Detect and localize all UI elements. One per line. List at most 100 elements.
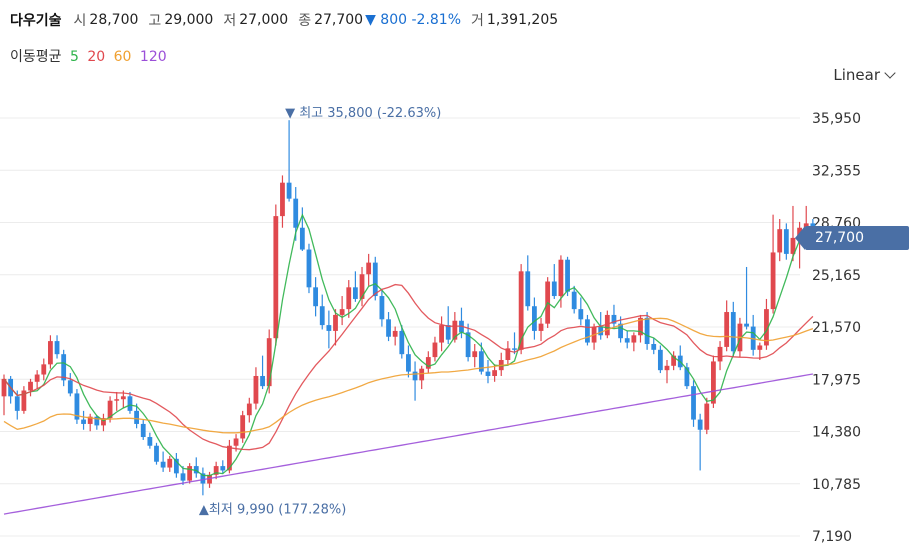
candle-body bbox=[154, 445, 159, 462]
candle-body bbox=[319, 306, 325, 326]
volume-value: 1,391,205 bbox=[486, 12, 559, 28]
candle-body bbox=[127, 396, 133, 411]
candle-body bbox=[61, 354, 67, 381]
candle-body bbox=[87, 416, 93, 424]
moving-average-legend: 이동평균 5 20 60 120 bbox=[10, 46, 171, 66]
candle-body bbox=[505, 348, 511, 360]
candle-body bbox=[233, 438, 239, 446]
candle-body bbox=[167, 458, 173, 468]
high-label: 고 bbox=[148, 13, 162, 29]
ma-120-label[interactable]: 120 bbox=[139, 49, 167, 65]
quote-header: 다우기술 시 28,700 고 29,000 저 27,000 종 27,700… bbox=[10, 8, 568, 32]
candle-body bbox=[631, 335, 637, 343]
candle-body bbox=[227, 445, 232, 471]
candle-body bbox=[618, 323, 623, 339]
candle-body bbox=[240, 415, 246, 439]
low-label: 저 bbox=[223, 13, 237, 29]
candle-body bbox=[730, 312, 736, 352]
ma-60-label[interactable]: 60 bbox=[113, 49, 132, 65]
high-value: 29,000 bbox=[164, 12, 214, 28]
candle-body bbox=[472, 351, 478, 358]
candle-body bbox=[538, 323, 544, 331]
candle-body bbox=[299, 227, 305, 250]
ma-legend-label: 이동평균 bbox=[10, 49, 62, 65]
candle-body bbox=[512, 348, 517, 350]
open-value: 28,700 bbox=[89, 12, 139, 28]
candle-body bbox=[711, 361, 716, 404]
candle-body bbox=[326, 325, 332, 331]
candle-body bbox=[604, 314, 610, 336]
ma-20-label[interactable]: 20 bbox=[87, 49, 106, 65]
candle-body bbox=[306, 249, 312, 288]
high-annotation: ▼ 최고 35,800 (-22.63%) bbox=[285, 106, 441, 121]
candle-body bbox=[352, 287, 358, 299]
candle-body bbox=[200, 473, 206, 484]
y-tick-label: 14,380 bbox=[812, 425, 861, 441]
candle-body bbox=[386, 319, 391, 337]
low-value: 27,000 bbox=[239, 12, 289, 28]
candle-body bbox=[803, 223, 809, 228]
candle-body bbox=[638, 317, 643, 336]
candle-body bbox=[412, 371, 418, 381]
ma-120-line bbox=[3, 373, 814, 515]
candle-body bbox=[213, 466, 219, 475]
candle-body bbox=[273, 216, 279, 339]
candle-body bbox=[651, 344, 657, 350]
candle-body bbox=[425, 357, 431, 369]
candle-body bbox=[134, 410, 139, 424]
candle-body bbox=[525, 271, 531, 307]
candle-body bbox=[432, 342, 438, 358]
low-annotation: ▲최저 9,990 (177.28%) bbox=[199, 502, 346, 517]
candle-body bbox=[485, 371, 491, 376]
candle-body bbox=[246, 403, 252, 416]
current-price-tag: 27,700 bbox=[795, 226, 909, 250]
y-tick-label: 17,975 bbox=[812, 372, 861, 388]
candle-body bbox=[286, 182, 292, 199]
candle-body bbox=[260, 375, 265, 387]
scale-selector-label: Linear bbox=[833, 66, 880, 84]
ma-5-line bbox=[3, 213, 814, 477]
candle-body bbox=[207, 474, 212, 484]
candle-body bbox=[81, 419, 86, 424]
candle-body bbox=[598, 326, 604, 336]
candle-body bbox=[624, 338, 630, 343]
candle-body bbox=[439, 325, 444, 343]
candle-body bbox=[551, 281, 557, 297]
candle-body bbox=[783, 229, 789, 254]
candle-body bbox=[253, 375, 259, 404]
candle-body bbox=[220, 466, 226, 471]
open-label: 시 bbox=[73, 13, 87, 29]
candle-body bbox=[1, 378, 7, 397]
candle-body bbox=[74, 393, 80, 420]
candle-body bbox=[107, 400, 113, 419]
candle-body bbox=[333, 314, 338, 331]
candle-body bbox=[392, 330, 398, 337]
y-tick-label: 7,190 bbox=[812, 529, 852, 545]
candle-body bbox=[684, 367, 690, 387]
y-tick-label: 10,785 bbox=[812, 477, 861, 493]
candle-body bbox=[140, 423, 146, 438]
y-tick-label: 21,570 bbox=[812, 320, 861, 336]
candle-body bbox=[293, 198, 299, 228]
candle-body bbox=[518, 271, 524, 350]
y-tick-label: 35,950 bbox=[812, 111, 861, 127]
candle-body bbox=[366, 262, 372, 275]
ma-5-label[interactable]: 5 bbox=[69, 49, 79, 65]
candle-body bbox=[744, 323, 749, 327]
candle-body bbox=[67, 380, 73, 394]
scale-selector[interactable]: Linear bbox=[833, 66, 896, 84]
candle-body bbox=[657, 349, 663, 371]
candle-body bbox=[790, 237, 796, 254]
candle-body bbox=[419, 368, 425, 381]
candle-body bbox=[147, 437, 153, 446]
volume-label: 거 bbox=[471, 13, 484, 29]
candle-body bbox=[724, 312, 730, 347]
candle-body bbox=[187, 466, 193, 481]
candle-body bbox=[770, 252, 776, 310]
candle-body bbox=[379, 296, 385, 320]
candle-body bbox=[399, 330, 405, 355]
candle-body bbox=[94, 416, 100, 426]
candle-body bbox=[465, 332, 471, 358]
candle-body bbox=[532, 306, 537, 331]
